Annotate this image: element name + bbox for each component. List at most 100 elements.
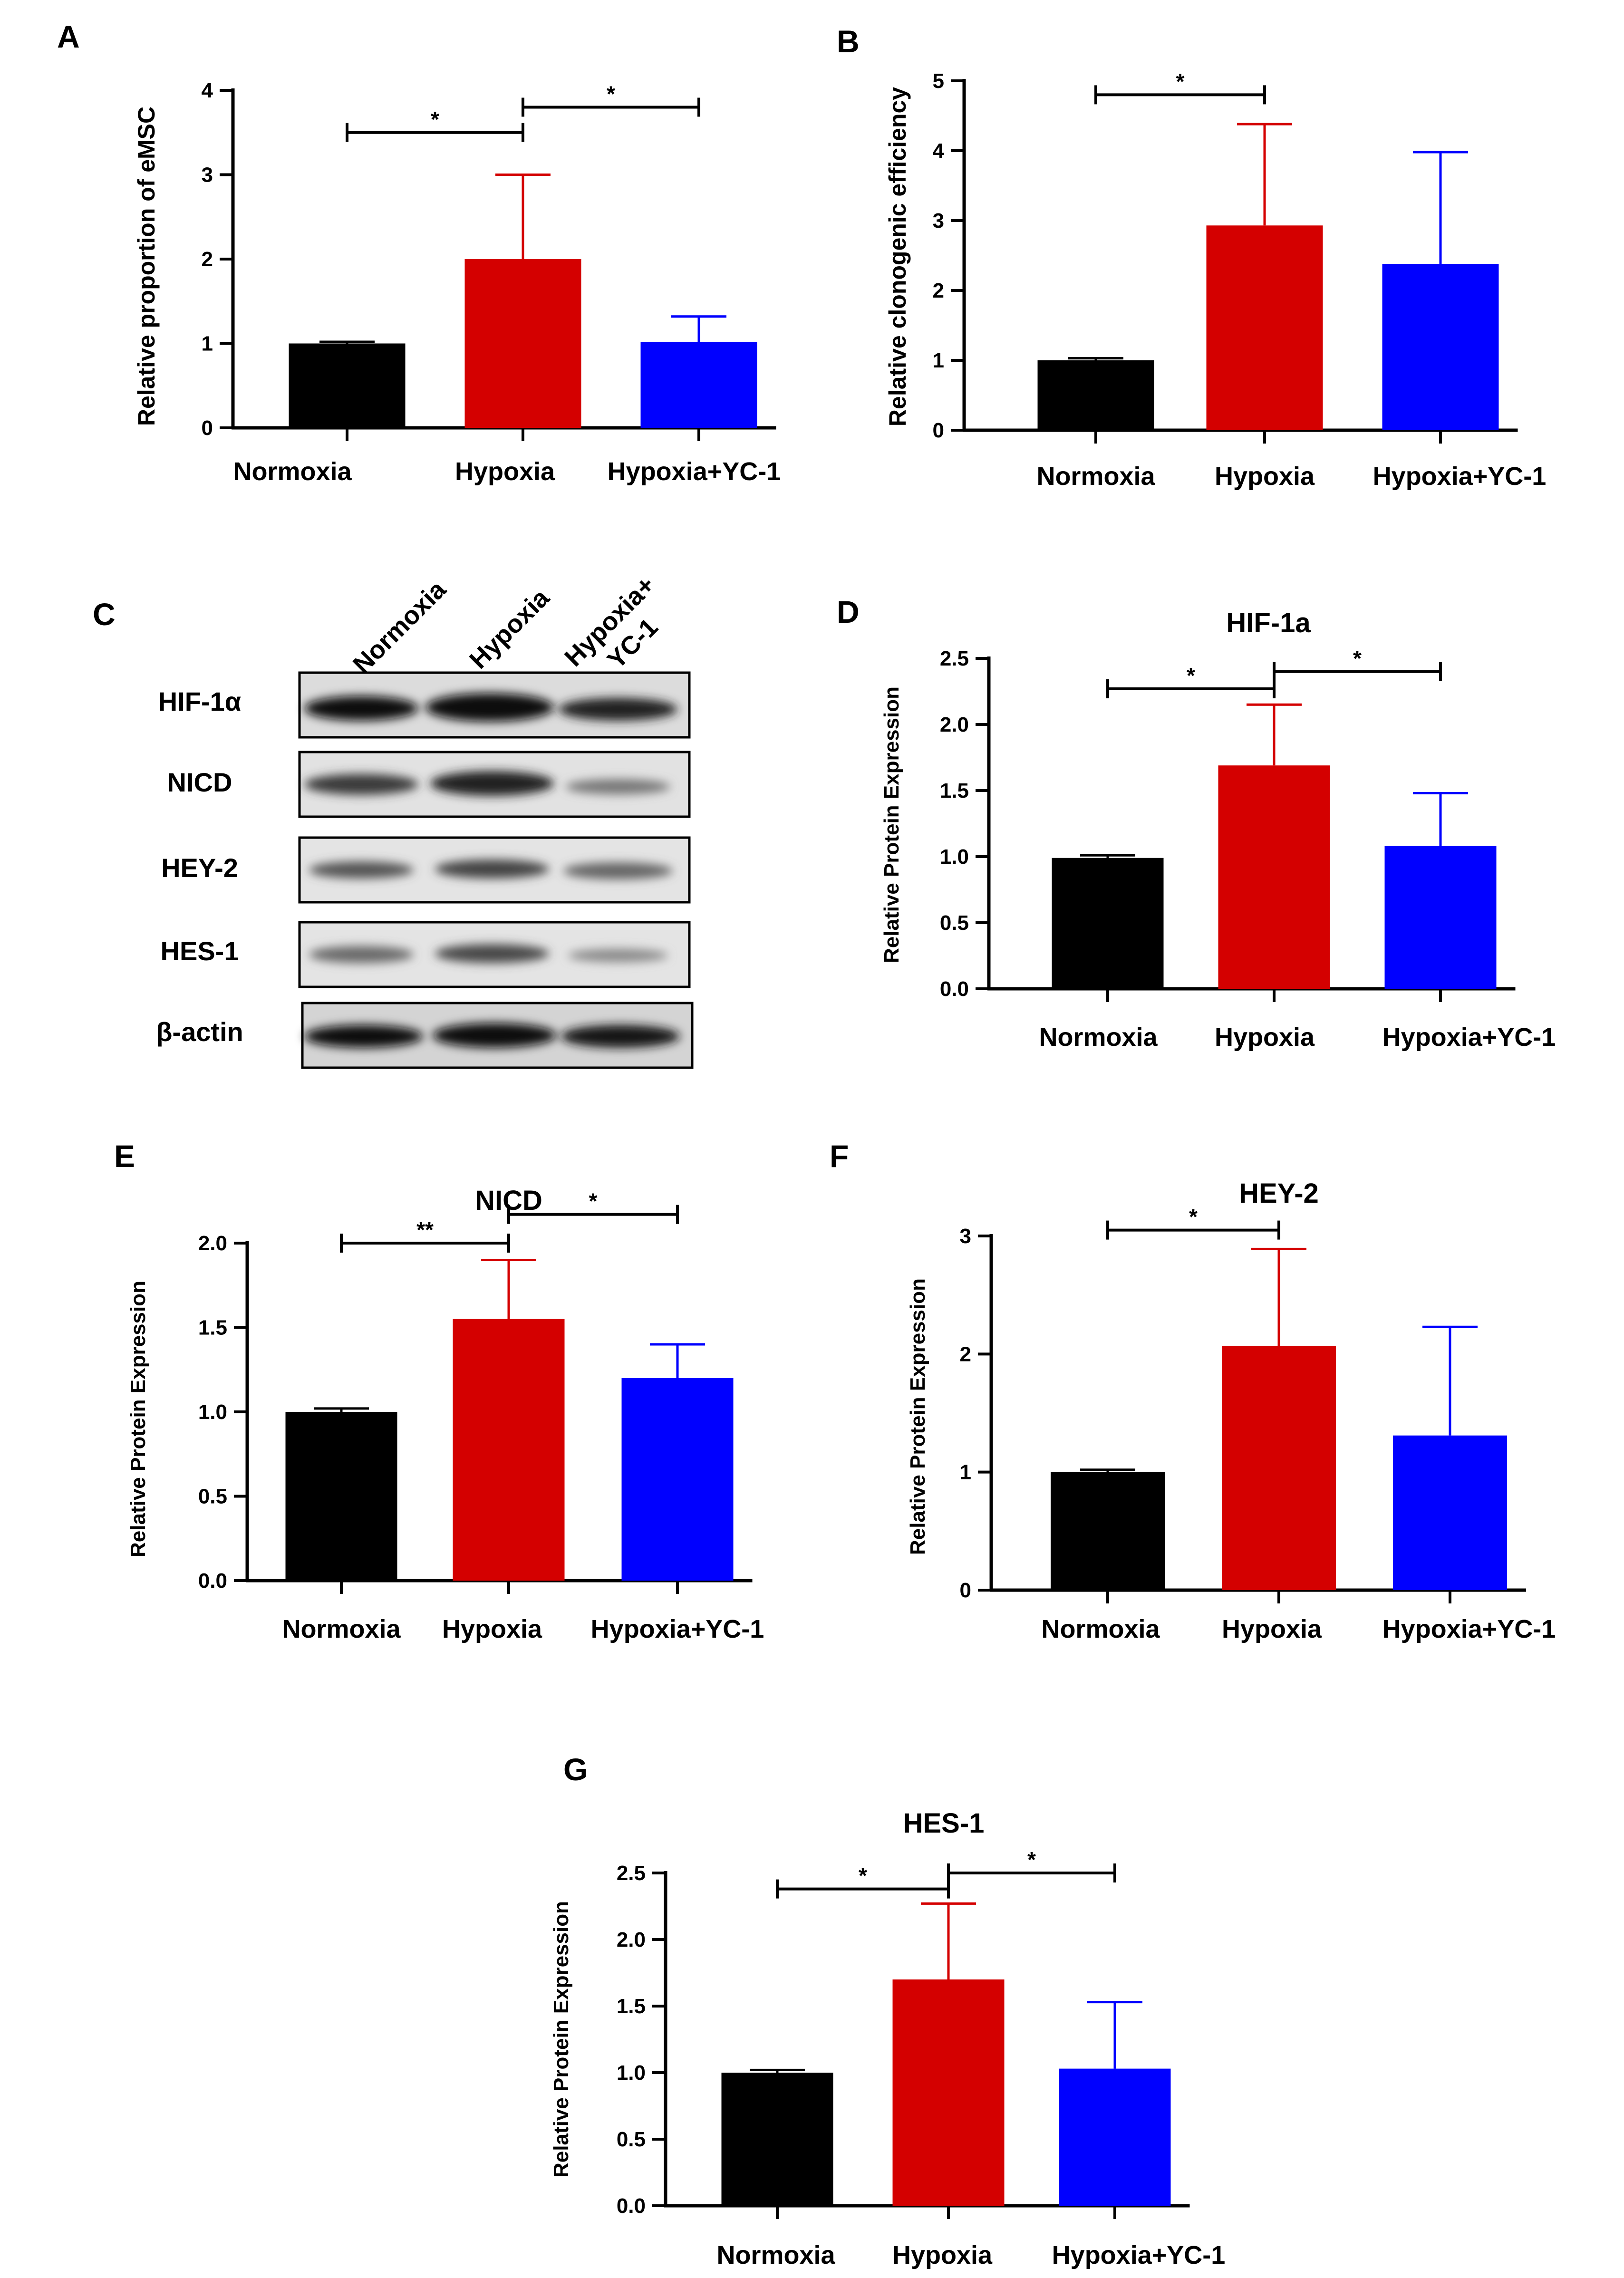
y-tick-label-e-0: 0.0 [198, 1569, 227, 1593]
category-label-e-normoxia: Normoxia [282, 1615, 401, 1643]
blot-strip-nicd [298, 751, 691, 818]
chart-panel-a: A Relative proportion of eMSC 0 1 2 3 4 Normoxi… [57, 19, 781, 486]
bar-b-normoxia [1037, 360, 1154, 430]
panel-label-f: F [830, 1139, 849, 1174]
blot-row-label-hes1: HES-1 [161, 936, 239, 966]
category-label-f-hypoxia: Hypoxia [1222, 1615, 1322, 1643]
y-tick-label-d-0: 0.0 [940, 977, 969, 1001]
blot-strip-hes1 [298, 921, 691, 988]
panel-label-a: A [57, 19, 80, 54]
category-label-d-hypoxia-yc-1: Hypoxia+YC-1 [1382, 1023, 1556, 1052]
y-tick-label-b-3: 3 [933, 209, 944, 232]
bar-e-hypoxia [453, 1319, 565, 1581]
sig-label-g-1: * [1027, 1847, 1036, 1872]
category-label-a-hypoxia: Hypoxia [455, 457, 555, 486]
panel-label-c: C [93, 597, 116, 632]
bar-d-hypoxia [1218, 765, 1330, 989]
bar-g-hypoxia-yc-1 [1059, 2068, 1171, 2206]
category-label-d-hypoxia: Hypoxia [1215, 1023, 1315, 1052]
sig-label-d-1: * [1353, 646, 1362, 671]
y-tick-label-e-1: 0.5 [198, 1485, 227, 1508]
y-tick-label-b-5: 5 [933, 69, 944, 93]
bar-e-normoxia [285, 1412, 397, 1581]
y-tick-label-g-2: 1.0 [617, 2061, 646, 2085]
category-label-e-hypoxia-yc-1: Hypoxia+YC-1 [591, 1615, 764, 1643]
bar-g-hypoxia [892, 1979, 1005, 2206]
blot-row-label-hif1a: HIF-1α [158, 686, 241, 716]
blot-row-label-hey2: HEY-2 [161, 853, 238, 883]
category-label-d-normoxia: Normoxia [1039, 1023, 1158, 1052]
y-tick-label-g-1: 0.5 [617, 2128, 646, 2151]
sig-label-f-0: * [1189, 1205, 1198, 1229]
category-label-b-normoxia: Normoxia [1036, 462, 1155, 491]
y-tick-label-b-2: 2 [933, 279, 944, 302]
category-label-e-hypoxia: Hypoxia [442, 1615, 542, 1643]
y-tick-label-a-2: 2 [202, 248, 213, 271]
category-label-a-hypoxia-yc-1: Hypoxia+YC-1 [608, 457, 781, 486]
category-label-b-hypoxia: Hypoxia [1215, 462, 1315, 491]
panel-label-e: E [114, 1139, 135, 1174]
blot-lane-label-normoxia: Normoxia [348, 575, 452, 679]
category-label-a-normoxia: Normoxia [233, 457, 352, 486]
chart-panel-g: G HES-1 Relative Protein Expression 0.0 0.5 1… [550, 1752, 1225, 2269]
y-tick-label-d-5: 2.5 [940, 647, 969, 670]
bar-a-normoxia [289, 343, 406, 428]
category-label-g-normoxia: Normoxia [716, 2241, 835, 2269]
bar-d-hypoxia-yc-1 [1384, 846, 1497, 989]
panel-label-g: G [563, 1752, 588, 1787]
bar-b-hypoxia-yc-1 [1382, 264, 1499, 430]
category-label-g-hypoxia-yc-1: Hypoxia+YC-1 [1052, 2241, 1226, 2269]
western-blot-panel-c: C Normoxia Hypoxia Hypoxia+ YC-1 HIF-1α … [93, 570, 694, 1069]
y-tick-label-b-0: 0 [933, 419, 944, 442]
y-tick-label-g-0: 0.0 [617, 2194, 646, 2218]
y-tick-label-d-2: 1.0 [940, 845, 969, 869]
y-tick-label-g-3: 1.5 [617, 1995, 646, 2018]
bar-a-hypoxia [464, 259, 581, 428]
y-tick-label-a-4: 4 [202, 79, 213, 102]
y-tick-label-e-2: 1.0 [198, 1400, 227, 1424]
y-axis-label-e: Relative Protein Expression [126, 1281, 150, 1557]
blot-lane-label-hypoxia: Hypoxia [464, 583, 555, 675]
blot-row-label-beta-actin: β-actin [156, 1017, 243, 1047]
sig-label-b-0: * [1176, 69, 1185, 94]
y-tick-label-e-3: 1.5 [198, 1316, 227, 1340]
panel-label-b: B [837, 24, 860, 59]
chart-panel-d: D HIF-1a Relative Protein Expression 0.0 0.5… [837, 594, 1556, 1052]
blot-row-label-nicd: NICD [167, 767, 232, 797]
chart-title-f: HEY-2 [1239, 1178, 1319, 1209]
bar-a-hypoxia-yc-1 [640, 341, 757, 428]
bar-f-normoxia [1051, 1472, 1165, 1590]
bar-e-hypoxia-yc-1 [621, 1378, 734, 1581]
y-tick-label-d-1: 0.5 [940, 911, 969, 935]
panel-label-d: D [837, 594, 860, 629]
y-tick-label-e-4: 2.0 [198, 1232, 227, 1255]
category-label-b-hypoxia-yc-1: Hypoxia+YC-1 [1373, 462, 1547, 491]
y-axis-label-a: Relative proportion of eMSC [133, 106, 160, 426]
y-tick-label-a-3: 3 [202, 164, 213, 187]
bar-b-hypoxia [1206, 225, 1323, 430]
y-tick-label-g-5: 2.5 [617, 1862, 646, 1885]
chart-panel-f: F HEY-2 Relative Protein Expression 0 1 2 3 Nor… [830, 1139, 1556, 1643]
sig-label-e-1: * [589, 1189, 598, 1214]
y-axis-label-g: Relative Protein Expression [550, 1901, 573, 2178]
y-axis-label-f: Relative Protein Expression [906, 1278, 929, 1555]
y-tick-label-f-2: 2 [960, 1342, 971, 1366]
y-axis-label-b: Relative clonogenic efficiency [884, 87, 911, 426]
chart-title-d: HIF-1a [1226, 608, 1311, 638]
chart-panel-b: B Relative clonogenic efficiency 0 1 2 3 4 5 Nor… [837, 24, 1546, 491]
y-tick-label-a-0: 0 [202, 416, 213, 440]
sig-label-a-1: * [607, 82, 615, 106]
bar-f-hypoxia [1222, 1345, 1336, 1590]
y-tick-label-d-4: 2.0 [940, 713, 969, 736]
y-axis-label-d: Relative Protein Expression [880, 686, 903, 963]
blot-strip-beta-actin [301, 1002, 694, 1069]
y-tick-label-f-1: 1 [960, 1461, 971, 1484]
y-tick-label-f-3: 3 [960, 1225, 971, 1248]
bar-f-hypoxia-yc-1 [1393, 1435, 1507, 1590]
y-tick-label-g-4: 2.0 [617, 1928, 646, 1951]
bar-g-normoxia [721, 2073, 833, 2206]
y-tick-label-d-3: 1.5 [940, 779, 969, 802]
sig-label-e-0: ** [416, 1217, 434, 1242]
